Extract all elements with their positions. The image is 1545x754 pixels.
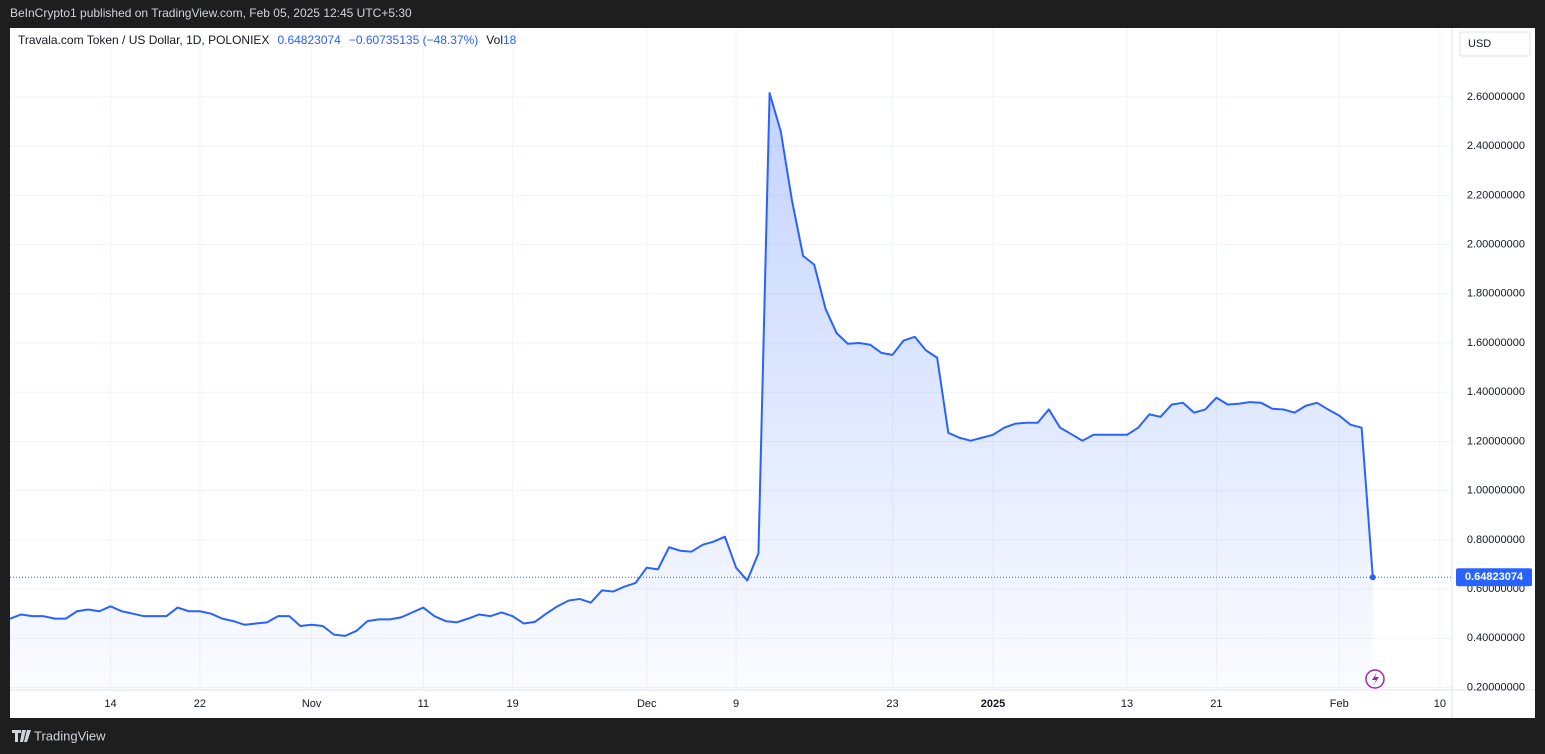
x-tick-label: 13 xyxy=(1121,698,1133,710)
last-price: 0.64823074 xyxy=(277,33,341,47)
y-tick-label: 0.40000000 xyxy=(1467,632,1525,644)
change: −0.60735135 (−48.37%) xyxy=(349,33,478,47)
last-point xyxy=(1369,574,1376,581)
y-tick-label: 2.60000000 xyxy=(1467,91,1525,103)
x-tick-label: Dec xyxy=(637,698,657,710)
y-tick-label: 0.80000000 xyxy=(1467,534,1525,546)
volume-label: Vol xyxy=(486,33,503,47)
x-tick-label: 14 xyxy=(104,698,116,710)
x-tick-label: 10 xyxy=(1434,698,1446,710)
y-tick-label: 0.20000000 xyxy=(1467,681,1525,693)
price-line xyxy=(9,91,1374,637)
last-price-tag xyxy=(1456,568,1532,587)
area xyxy=(10,92,1373,691)
y-tick-label: 2.20000000 xyxy=(1467,189,1525,201)
last-price-tag-label: 0.64823074 xyxy=(1465,571,1524,583)
x-tick-label: 9 xyxy=(733,698,739,710)
brand-logo xyxy=(12,730,31,742)
plot xyxy=(9,91,1452,691)
x-tick-label: 19 xyxy=(507,698,519,710)
y-tick-label: 2.40000000 xyxy=(1467,140,1525,152)
y-tick-label: 1.20000000 xyxy=(1467,435,1525,447)
y-tick-label: 1.40000000 xyxy=(1467,386,1525,398)
currency-box[interactable] xyxy=(1459,31,1531,57)
axes: 0.200000000.400000000.600000000.80000000… xyxy=(104,91,1532,710)
publisher: BeInCrypto1 published on TradingView.com… xyxy=(10,6,412,20)
x-tick-label: 21 xyxy=(1210,698,1222,710)
x-tick-label: 22 xyxy=(194,698,206,710)
symbol: Travala.com Token / US Dollar, 1D, POLON… xyxy=(18,33,517,47)
x-tick-label: 11 xyxy=(418,698,429,710)
x-tick-label: 23 xyxy=(886,698,898,710)
y-tick-label: 1.60000000 xyxy=(1467,337,1525,349)
symbol-name: Travala.com Token / US Dollar, 1D, POLON… xyxy=(18,33,269,47)
event-icon[interactable] xyxy=(1365,669,1385,689)
y-tick-label: 1.80000000 xyxy=(1467,288,1525,300)
x-tick-label: 2025 xyxy=(981,698,1005,710)
event-icon-bolt xyxy=(1372,672,1379,686)
x-tick-label: Nov xyxy=(302,698,322,710)
x-tick-label: Feb xyxy=(1330,698,1349,710)
y-tick-label: 1.00000000 xyxy=(1467,485,1525,497)
currency: USD xyxy=(1468,38,1491,50)
volume: 18 xyxy=(503,33,517,47)
brand: TradingView xyxy=(34,728,106,743)
y-tick-label: 2.00000000 xyxy=(1467,238,1525,250)
